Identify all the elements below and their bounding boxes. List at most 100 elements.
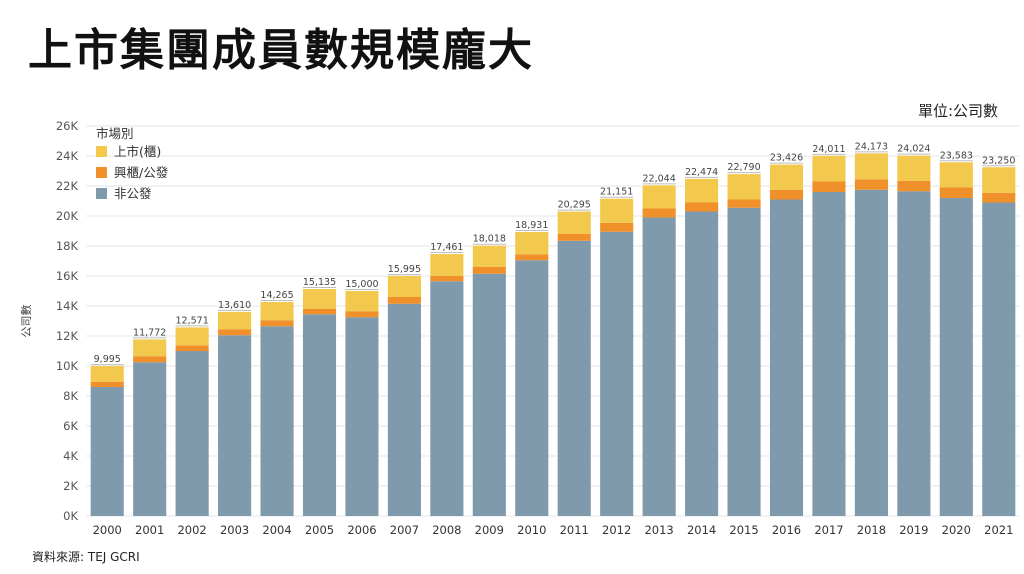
- bar-segment: [387, 276, 421, 297]
- bar-segment: [854, 179, 888, 190]
- total-label: 24,011: [812, 144, 845, 155]
- y-tick-label: 14K: [56, 299, 79, 313]
- bar-segment: [515, 254, 549, 261]
- y-tick-label: 12K: [56, 329, 79, 343]
- bar-segment: [897, 180, 931, 192]
- page-title: 上市集團成員數規模龐大: [28, 25, 534, 76]
- total-label: 23,583: [940, 150, 973, 161]
- total-label: 17,461: [430, 242, 463, 253]
- x-axis: 2000 2001 2002 2003 2004 2005 2006 2007 2008 2009…: [93, 523, 1014, 537]
- bar-segment: [557, 234, 591, 241]
- bar-segment: [472, 273, 506, 516]
- total-label: 22,044: [643, 173, 676, 184]
- bar-segment: [727, 199, 761, 208]
- legend-swatch: [96, 146, 107, 157]
- total-label: 9,995: [94, 354, 121, 365]
- bar-segment: [175, 351, 209, 516]
- x-tick-label: 2019: [899, 523, 928, 537]
- bar-segment: [345, 291, 379, 312]
- total-label: 11,772: [133, 327, 166, 338]
- bar-segment: [769, 164, 804, 190]
- total-label: 15,135: [303, 277, 336, 288]
- bar-segment: [472, 267, 506, 274]
- bar-segment: [302, 314, 337, 516]
- x-tick-label: 2005: [305, 523, 334, 537]
- bar-segment: [90, 381, 124, 387]
- bar-segment: [642, 185, 676, 209]
- source-note: 資料來源: TEJ GCRI: [32, 550, 140, 564]
- x-tick-label: 2003: [220, 523, 249, 537]
- bar-segment: [685, 211, 719, 516]
- y-tick-label: 10K: [56, 359, 79, 373]
- x-tick-label: 2009: [475, 523, 504, 537]
- y-tick-label: 2K: [63, 479, 78, 493]
- x-tick-label: 2006: [347, 523, 376, 537]
- bar-segment: [515, 260, 549, 516]
- bar-segment: [600, 231, 634, 516]
- bar-segment: [133, 362, 167, 516]
- bar-segment: [430, 281, 464, 516]
- total-label: 24,173: [855, 141, 888, 152]
- bar-segment: [982, 202, 1016, 516]
- bar-segment: [727, 174, 761, 200]
- bar-segment: [642, 208, 676, 218]
- x-tick-label: 2008: [432, 523, 461, 537]
- bar-segment: [982, 167, 1016, 193]
- x-tick-label: 2012: [602, 523, 631, 537]
- x-tick-label: 2011: [560, 523, 589, 537]
- bar-segment: [685, 178, 719, 203]
- legend-label: 上市(櫃): [114, 144, 161, 159]
- bar-segment: [642, 217, 676, 516]
- bar-segment: [387, 303, 421, 516]
- y-tick-label: 20K: [56, 209, 79, 223]
- total-label: 23,250: [982, 155, 1015, 166]
- bar-segment: [260, 320, 294, 327]
- bar-segment: [260, 302, 294, 321]
- bar-segment: [345, 317, 379, 516]
- y-tick-label: 8K: [63, 389, 78, 403]
- bar-segment: [302, 288, 337, 309]
- bar-segment: [345, 311, 379, 318]
- bar-segment: [260, 326, 294, 516]
- total-label: 15,995: [388, 264, 421, 275]
- total-label: 23,426: [770, 153, 803, 164]
- bar-segment: [685, 202, 719, 212]
- bar-segment: [812, 181, 846, 192]
- total-label: 21,151: [600, 187, 633, 198]
- bar-segment: [90, 387, 124, 516]
- total-label: 12,571: [176, 315, 209, 326]
- bar-segment: [430, 276, 464, 282]
- total-label: 22,790: [727, 162, 760, 173]
- bar-segment: [600, 198, 634, 223]
- data-labels: 9,995 11,772 12,571 13,610 14,265 15,135 15,00…: [90, 141, 1015, 366]
- total-label: 20,295: [558, 200, 591, 211]
- bar-segment: [90, 366, 124, 382]
- bar-segment: [175, 327, 209, 346]
- bar-segment: [812, 155, 846, 182]
- y-tick-label: 22K: [56, 179, 79, 193]
- y-tick-label: 26K: [56, 119, 79, 133]
- bar-segment: [854, 153, 888, 180]
- bar-segment: [515, 232, 549, 255]
- x-tick-label: 2017: [814, 523, 843, 537]
- total-label: 24,024: [897, 144, 930, 155]
- y-axis: 0K 2K 4K 6K 8K 10K 12K 14K 16K 18K 20K 22K 24K 26K 公司數: [20, 119, 78, 523]
- y-tick-label: 4K: [63, 449, 78, 463]
- total-label: 14,265: [260, 290, 293, 301]
- legend-swatch: [96, 167, 107, 178]
- bar-segment: [854, 189, 888, 516]
- x-tick-label: 2000: [93, 523, 122, 537]
- x-tick-label: 2021: [984, 523, 1013, 537]
- bar-segment: [557, 211, 591, 234]
- total-label: 22,474: [685, 167, 718, 178]
- bar-segment: [769, 189, 804, 200]
- bar-segment: [472, 245, 506, 267]
- x-tick-label: 2016: [772, 523, 801, 537]
- bar-segment: [387, 297, 421, 304]
- total-label: 18,931: [515, 220, 548, 231]
- bar-segment: [218, 335, 252, 516]
- bar-segment: [939, 198, 973, 516]
- bar-segment: [727, 207, 761, 516]
- bar-segment: [175, 345, 209, 351]
